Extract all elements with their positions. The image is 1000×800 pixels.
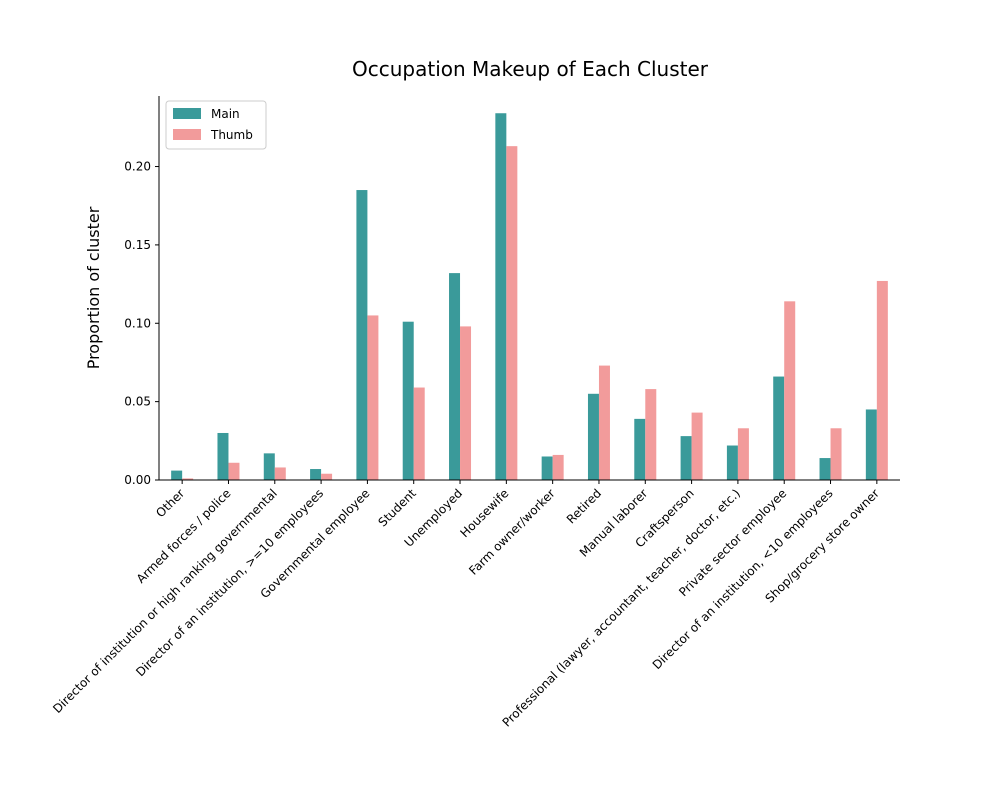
bar-thumb-13 xyxy=(784,301,796,480)
bar-main-8 xyxy=(541,456,553,480)
bar-thumb-4 xyxy=(367,315,379,480)
bar-main-13 xyxy=(773,376,785,480)
bar-main-4 xyxy=(356,190,368,480)
chart-title: Occupation Makeup of Each Cluster xyxy=(352,57,709,81)
x-tick-label: Director of institution or high ranking … xyxy=(50,486,280,716)
bar-thumb-2 xyxy=(274,467,286,480)
bar-main-14 xyxy=(819,458,831,480)
y-tick-label: 0.20 xyxy=(124,160,151,174)
bar-thumb-3 xyxy=(321,473,333,480)
y-tick-label: 0.15 xyxy=(124,238,151,252)
bar-main-2 xyxy=(263,453,275,480)
bar-thumb-11 xyxy=(691,412,703,480)
bar-thumb-1 xyxy=(228,462,240,480)
y-tick-label: 0.10 xyxy=(124,316,151,330)
bar-main-1 xyxy=(217,432,229,480)
x-tick-label: Armed forces / police xyxy=(134,486,234,586)
bar-thumb-6 xyxy=(460,326,472,480)
bar-thumb-8 xyxy=(552,454,564,480)
y-tick-label: 0.05 xyxy=(124,395,151,409)
bar-main-3 xyxy=(310,469,322,480)
bar-main-7 xyxy=(495,113,507,480)
bars-layer xyxy=(171,113,888,481)
bar-main-15 xyxy=(865,409,877,480)
bar-thumb-12 xyxy=(737,428,749,480)
bar-main-9 xyxy=(587,393,599,480)
y-tick-label: 0.00 xyxy=(124,473,151,487)
y-axis-label: Proportion of cluster xyxy=(84,206,103,369)
bar-thumb-15 xyxy=(876,280,888,480)
bar-thumb-10 xyxy=(645,389,657,480)
bar-thumb-0 xyxy=(182,478,194,480)
bar-thumb-7 xyxy=(506,146,518,481)
bar-main-6 xyxy=(449,273,461,480)
bar-main-10 xyxy=(634,418,646,480)
legend: Main Thumb xyxy=(165,100,267,150)
bar-main-5 xyxy=(402,321,414,480)
bar-thumb-5 xyxy=(413,387,425,480)
bar-thumb-9 xyxy=(598,365,610,480)
legend-label-thumb: Thumb xyxy=(210,128,253,142)
bar-main-11 xyxy=(680,436,692,480)
legend-label-main: Main xyxy=(211,107,240,121)
axes-layer xyxy=(158,96,900,481)
bar-main-12 xyxy=(726,445,738,480)
x-tick-label: Retired xyxy=(564,486,604,526)
legend-swatch-main xyxy=(173,108,201,119)
x-tick-label: Other xyxy=(153,486,187,520)
x-tick-label: Farm owner/worker xyxy=(466,486,558,578)
bar-thumb-14 xyxy=(830,428,842,480)
bar-main-0 xyxy=(171,470,183,480)
legend-swatch-thumb xyxy=(173,129,201,140)
x-tick-label: Student xyxy=(376,486,420,530)
